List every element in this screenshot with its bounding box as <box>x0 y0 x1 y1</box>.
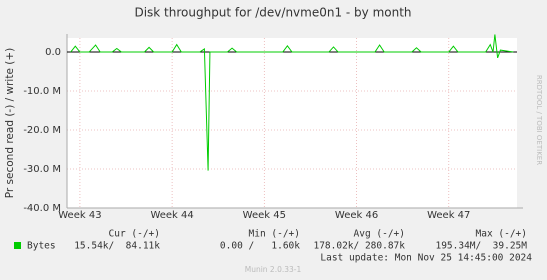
y-tick-label: -40.0 M <box>23 203 61 214</box>
watermark: RRDTOOL / TOBI OETIKER <box>535 75 543 165</box>
x-tick-label: Week 46 <box>335 210 378 221</box>
plot-area <box>67 38 517 208</box>
y-axis-label: Pr second read (-) / write (+) <box>4 48 16 199</box>
legend-header: Max (-/+) <box>476 229 527 240</box>
y-tick-label: -10.0 M <box>23 86 61 97</box>
legend-header: Avg (-/+) <box>354 229 405 240</box>
legend-header: Cur (-/+) <box>109 229 160 240</box>
x-tick-label: Week 47 <box>427 210 470 221</box>
footer: Munin 2.0.33-1 <box>245 265 302 274</box>
y-tick-label: 0.0 <box>45 47 61 58</box>
legend-value: 0.00 / 1.60k <box>220 241 300 252</box>
y-tick-label: -30.0 M <box>23 164 61 175</box>
last-update: Last update: Mon Nov 25 14:45:00 2024 <box>320 253 532 264</box>
legend-value: 195.34M/ 39.25M <box>435 241 527 252</box>
chart-title: Disk throughput for /dev/nvme0n1 - by mo… <box>134 6 411 20</box>
x-tick-label: Week 44 <box>150 210 193 221</box>
legend-header: Min (-/+) <box>249 229 300 240</box>
legend-value: 15.54k/ 84.11k <box>74 241 160 252</box>
x-tick-label: Week 45 <box>243 210 286 221</box>
y-tick-label: -20.0 M <box>23 125 61 136</box>
legend-swatch <box>14 242 21 249</box>
data-line <box>70 34 514 171</box>
legend-name: Bytes <box>27 241 56 252</box>
x-tick-label: Week 43 <box>58 210 101 221</box>
legend-value: 178.02k/ 280.87k <box>313 241 405 252</box>
